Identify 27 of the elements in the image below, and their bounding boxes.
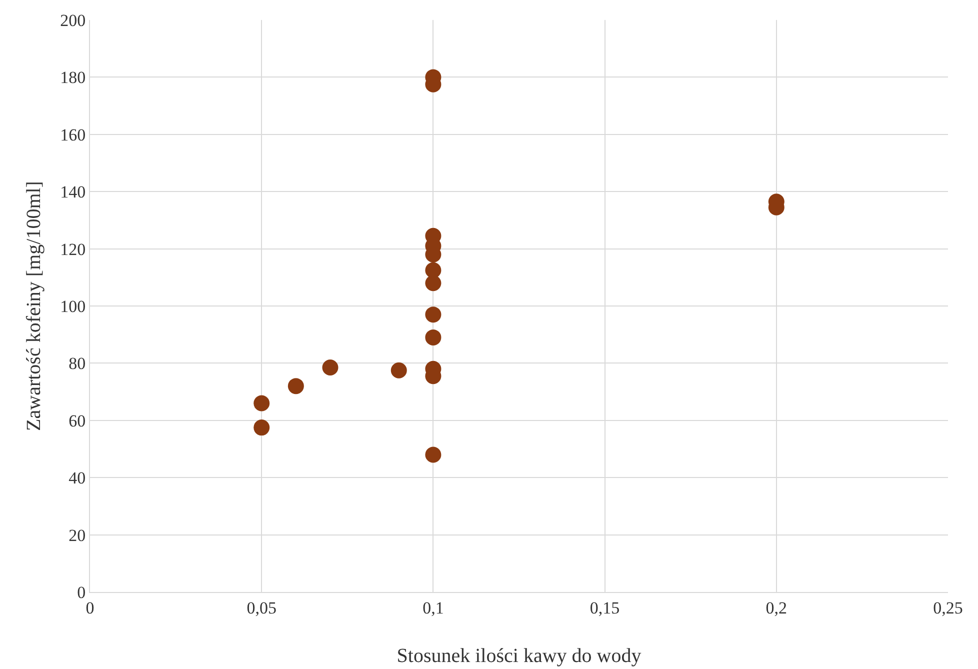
- y-tick-label: 140: [60, 182, 86, 202]
- y-tick-label: 120: [60, 240, 86, 259]
- point: [425, 306, 442, 323]
- y-tick-label: 180: [60, 68, 86, 88]
- x-tick-label: 0,1: [422, 598, 444, 618]
- y-tick-label: 200: [60, 10, 86, 30]
- point: [425, 329, 442, 346]
- y-tick-label: 80: [68, 354, 86, 374]
- x-tick-label: 0,25: [933, 598, 963, 618]
- x-tick-label: 0,05: [246, 598, 276, 618]
- point: [254, 395, 270, 412]
- y-tick-label: 20: [68, 526, 86, 545]
- y-tick-label: 60: [68, 411, 86, 430]
- point: [254, 420, 270, 436]
- x-tick-label: 0,2: [766, 598, 788, 618]
- x-axis-title: Stosunek ilości kawy do wody: [396, 645, 642, 667]
- point: [425, 446, 442, 463]
- y-tick-label: 0: [77, 582, 86, 602]
- point: [288, 378, 304, 394]
- y-tick-label: 40: [68, 468, 86, 488]
- x-tick-label: 0,15: [590, 598, 620, 618]
- point: [322, 359, 338, 376]
- y-axis-title: Zawartość kofeiny [mg/100ml]: [23, 181, 45, 431]
- point: [390, 362, 407, 378]
- y-tick-label: 160: [60, 125, 86, 144]
- point: [425, 275, 442, 292]
- y-tick-label: 100: [60, 296, 86, 316]
